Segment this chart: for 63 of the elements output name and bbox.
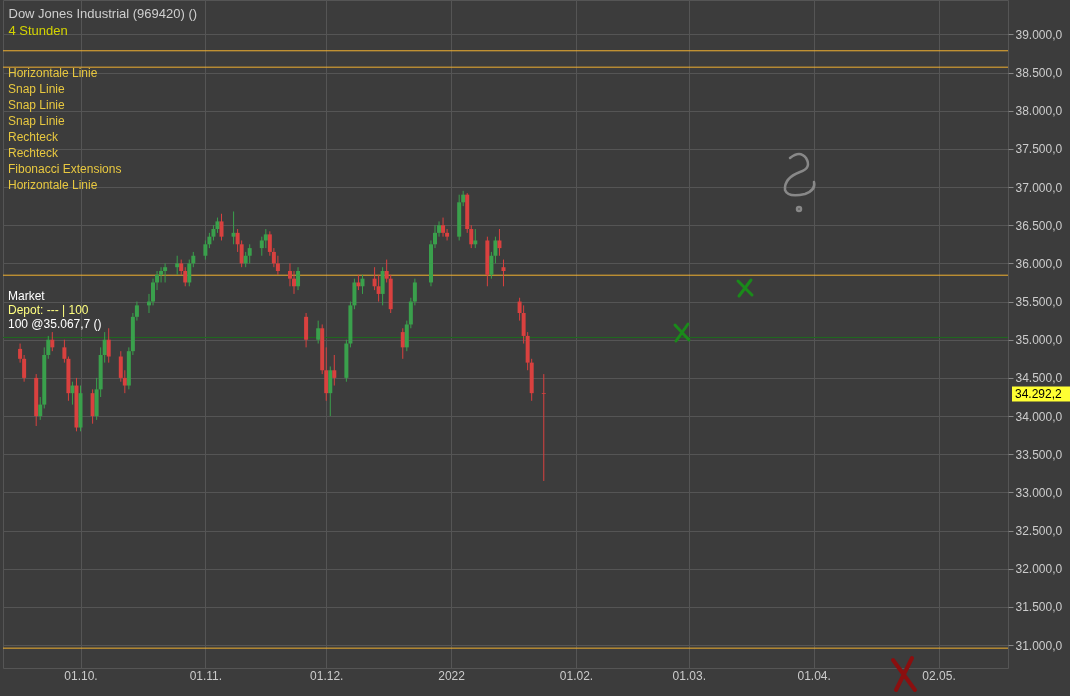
x-tick-label: 01.03. (672, 668, 706, 683)
text: 4 Stunden (8, 23, 68, 38)
annotation: 100 @35.067,7 () (8, 317, 102, 331)
x-tick-label: 01.11. (189, 668, 223, 683)
y-tick-label: 35.000,0 (1015, 333, 1063, 348)
y-tick-label: 33.500,0 (1015, 447, 1063, 462)
candlestick (231, 210, 236, 245)
candlestick (263, 228, 268, 249)
annotation: Snap Linie (8, 82, 66, 96)
candlestick (247, 243, 252, 264)
x-tick-label: 01.02. (559, 668, 594, 683)
candlestick (473, 228, 478, 249)
candlestick (501, 259, 506, 287)
x-tick-label: 02.05. (922, 668, 956, 683)
y-tick-label: 38.500,0 (1015, 66, 1063, 81)
x-tick-label: 01.04. (797, 668, 831, 683)
y-tick-label: 37.500,0 (1015, 142, 1063, 157)
candlestick (332, 354, 337, 387)
y-tick-label: 38.000,0 (1015, 104, 1063, 119)
candlestick (90, 388, 95, 425)
x-tick-label: 2022 (438, 668, 466, 683)
chart-title: Dow Jones Industrial (969420) () (8, 6, 198, 21)
y-tick-label: 36.000,0 (1015, 256, 1063, 271)
y-tick-label: 37.000,0 (1015, 180, 1063, 195)
y-tick-label: 35.500,0 (1015, 295, 1063, 310)
annotation: Snap Linie (8, 98, 66, 112)
candlestick (376, 274, 381, 303)
candlestick (106, 327, 111, 364)
annotation: Rechteck (8, 130, 60, 144)
y-tick-label: 31.000,0 (1015, 638, 1063, 653)
candlestick (316, 320, 321, 345)
x-tick-label: 01.12. (310, 668, 344, 683)
y-tick-label: 31.500,0 (1015, 600, 1063, 615)
annotation: Snap Linie (8, 114, 66, 128)
annotation: Market (8, 289, 46, 303)
candlestick (304, 312, 309, 348)
candlestick (70, 381, 75, 406)
candlestick (203, 239, 208, 261)
candlestick (328, 365, 333, 417)
candlestick (50, 331, 55, 352)
candlestick (187, 259, 192, 287)
candlestick (360, 274, 365, 295)
y-tick-label: 34.500,0 (1015, 371, 1063, 386)
candlestick (219, 213, 224, 241)
y-tick-label: 39.000,0 (1015, 27, 1063, 42)
text: 34.292,2 (1015, 386, 1063, 401)
annotation: Horizontale Linie (8, 178, 98, 192)
candlestick (441, 217, 446, 238)
annotation: Depot: --- | 100 (8, 303, 89, 317)
candlestick (497, 228, 502, 257)
candlestick (163, 262, 168, 283)
x-tick-label: 01.10. (64, 668, 98, 683)
y-tick-label: 36.500,0 (1015, 218, 1063, 233)
annotation: Rechteck (8, 146, 60, 160)
annotation: Fibonacci Extensions (8, 162, 122, 176)
candlestick (400, 327, 405, 360)
candlestick (296, 266, 301, 291)
y-tick-label: 32.500,0 (1015, 524, 1063, 539)
y-tick-label: 32.000,0 (1015, 562, 1063, 577)
y-tick-label: 33.000,0 (1015, 485, 1063, 500)
candlestick (541, 373, 546, 482)
annotation: Horizontale Linie (8, 66, 98, 80)
y-tick-label: 34.000,0 (1015, 409, 1063, 424)
